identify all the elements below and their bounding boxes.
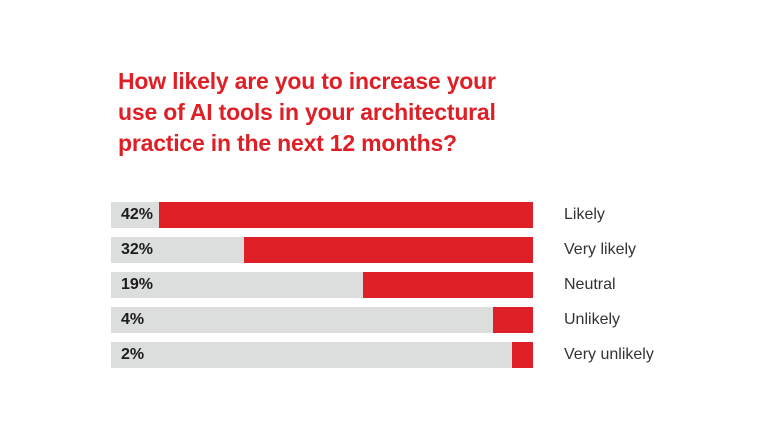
bar-category-label: Very unlikely xyxy=(564,346,654,363)
bar-fill xyxy=(511,342,533,368)
chart-title-line-3: practice in the next 12 months? xyxy=(118,130,457,156)
bar-row: 2% Very unlikely xyxy=(111,342,654,368)
bar-track: 4% xyxy=(111,307,533,333)
bar-track: 42% xyxy=(111,202,533,228)
bar-category-label: Unlikely xyxy=(564,311,621,328)
bar-category-label: Likely xyxy=(564,206,605,223)
bar-row: 4% Unlikely xyxy=(111,307,654,333)
bar-track: 32% xyxy=(111,237,533,263)
bar-row: 19% Neutral xyxy=(111,272,654,298)
chart-title-line-1: How likely are you to increase your xyxy=(118,68,496,94)
bar-value-label: 32% xyxy=(121,241,154,258)
bar-track: 19% xyxy=(111,272,533,298)
bar-fill xyxy=(159,202,533,228)
bar-fill xyxy=(243,237,533,263)
bar-chart: 42% Likely 32% Very likely 19% Neutral 4… xyxy=(111,202,654,377)
bar-fill xyxy=(492,307,533,333)
bar-row: 42% Likely xyxy=(111,202,654,228)
bar-value-label: 2% xyxy=(121,346,145,363)
bar-category-label: Neutral xyxy=(564,276,616,293)
bar-category-label: Very likely xyxy=(564,241,637,258)
bar-value-label: 42% xyxy=(121,206,154,223)
chart-title-line-2: use of AI tools in your architectural xyxy=(118,99,496,125)
bar-track: 2% xyxy=(111,342,533,368)
chart-title: How likely are you to increase your use … xyxy=(118,66,496,159)
bar-row: 32% Very likely xyxy=(111,237,654,263)
bar-fill xyxy=(362,272,533,298)
bar-value-label: 4% xyxy=(121,311,145,328)
bar-value-label: 19% xyxy=(121,276,154,293)
